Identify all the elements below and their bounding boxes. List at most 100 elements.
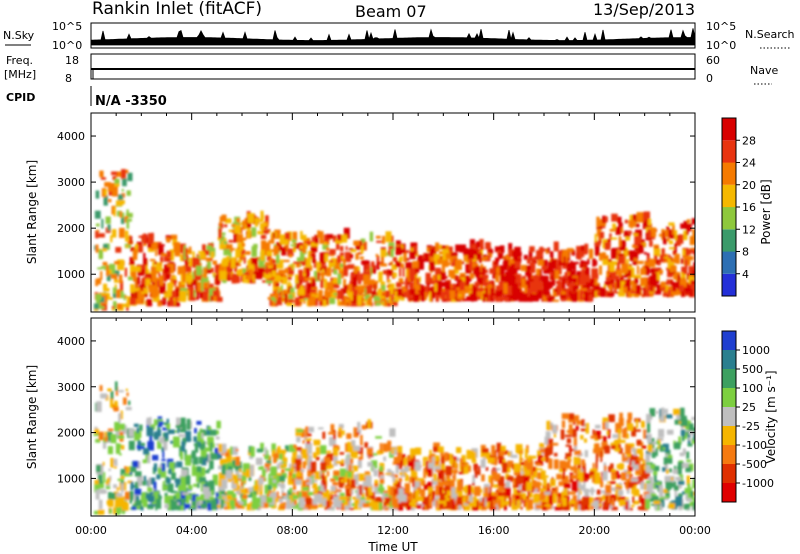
data-cell <box>641 445 647 449</box>
data-cell <box>616 279 620 289</box>
data-cell <box>277 463 280 469</box>
data-cell <box>196 500 201 508</box>
data-cell <box>235 248 240 258</box>
data-cell <box>574 499 578 509</box>
data-cell <box>187 485 193 491</box>
data-cell <box>678 506 683 511</box>
data-cell <box>265 215 269 225</box>
data-cell <box>330 424 335 432</box>
data-cell <box>275 275 281 282</box>
data-cell <box>232 460 237 466</box>
data-cell <box>171 500 178 510</box>
data-cell <box>379 465 383 472</box>
data-cell <box>364 442 368 448</box>
data-cell <box>469 273 475 279</box>
data-cell <box>184 503 191 509</box>
data-cell <box>618 236 622 247</box>
data-cell <box>363 274 370 286</box>
data-cell <box>393 498 399 509</box>
data-cell <box>523 254 528 260</box>
data-cell <box>378 261 384 265</box>
data-cell <box>157 440 162 449</box>
data-cell <box>305 426 309 437</box>
data-cell <box>385 472 392 475</box>
data-cell <box>592 258 596 267</box>
data-cell <box>274 302 278 307</box>
data-cell <box>479 246 484 250</box>
data-cell <box>340 461 345 467</box>
data-cell <box>133 431 139 437</box>
data-cell <box>302 440 305 444</box>
data-cell <box>266 493 271 497</box>
data-cell <box>119 453 122 456</box>
data-cell <box>278 277 285 280</box>
data-cell <box>126 392 129 397</box>
data-cell <box>244 222 248 230</box>
data-cell <box>617 255 625 264</box>
data-cell <box>580 435 584 440</box>
data-cell <box>636 439 642 446</box>
data-cell <box>191 453 196 459</box>
data-cell <box>113 301 117 311</box>
data-cell <box>686 219 691 224</box>
data-cell <box>265 265 271 275</box>
data-cell <box>271 270 277 277</box>
data-cell <box>636 419 639 429</box>
data-cell <box>460 497 466 507</box>
data-cell <box>560 294 567 299</box>
data-cell <box>100 306 105 309</box>
data-cell <box>204 447 211 452</box>
data-cell <box>399 463 404 466</box>
data-cell <box>683 503 689 510</box>
data-cell <box>617 428 621 440</box>
data-cell <box>289 444 296 453</box>
data-cell <box>118 413 121 424</box>
data-cell <box>565 434 572 438</box>
data-cell <box>632 251 639 261</box>
data-cell <box>352 276 357 287</box>
data-cell <box>692 491 695 496</box>
data-cell <box>114 261 120 265</box>
data-cell <box>167 263 174 274</box>
freq-panel <box>90 53 696 80</box>
data-cell <box>229 250 232 259</box>
data-cell <box>380 294 386 297</box>
data-cell <box>156 474 161 480</box>
data-cell <box>168 282 173 289</box>
data-cell <box>438 486 443 494</box>
data-cell <box>404 483 410 494</box>
data-cell <box>273 245 279 256</box>
data-cell <box>129 500 132 504</box>
data-cell <box>548 284 552 289</box>
data-cell <box>383 490 389 493</box>
data-cell <box>548 458 553 469</box>
colorbar-tick-label: 1000 <box>742 344 770 357</box>
data-cell <box>452 283 458 292</box>
data-cell <box>521 276 527 280</box>
data-cell <box>404 474 409 482</box>
colorbar-swatch <box>722 118 736 141</box>
data-cell <box>606 431 609 435</box>
data-cell <box>438 497 445 508</box>
data-cell <box>273 282 278 287</box>
data-cell <box>276 475 280 486</box>
data-cell <box>134 291 140 299</box>
data-cell <box>688 423 694 432</box>
data-cell <box>373 283 377 293</box>
data-cell <box>613 271 617 280</box>
data-cell <box>680 258 684 264</box>
data-cell <box>115 247 122 253</box>
nsky-tick-high: 10^5 <box>52 20 82 33</box>
data-cell <box>402 267 405 277</box>
data-cell <box>302 480 307 488</box>
data-cell <box>413 261 416 271</box>
data-cell <box>427 482 432 488</box>
data-cell <box>617 250 622 256</box>
data-cell <box>419 263 424 268</box>
data-cell <box>174 280 177 287</box>
data-cell <box>584 473 591 479</box>
data-cell <box>497 479 501 486</box>
data-cell <box>140 507 144 511</box>
data-cell <box>313 439 321 446</box>
data-cell <box>237 243 242 252</box>
